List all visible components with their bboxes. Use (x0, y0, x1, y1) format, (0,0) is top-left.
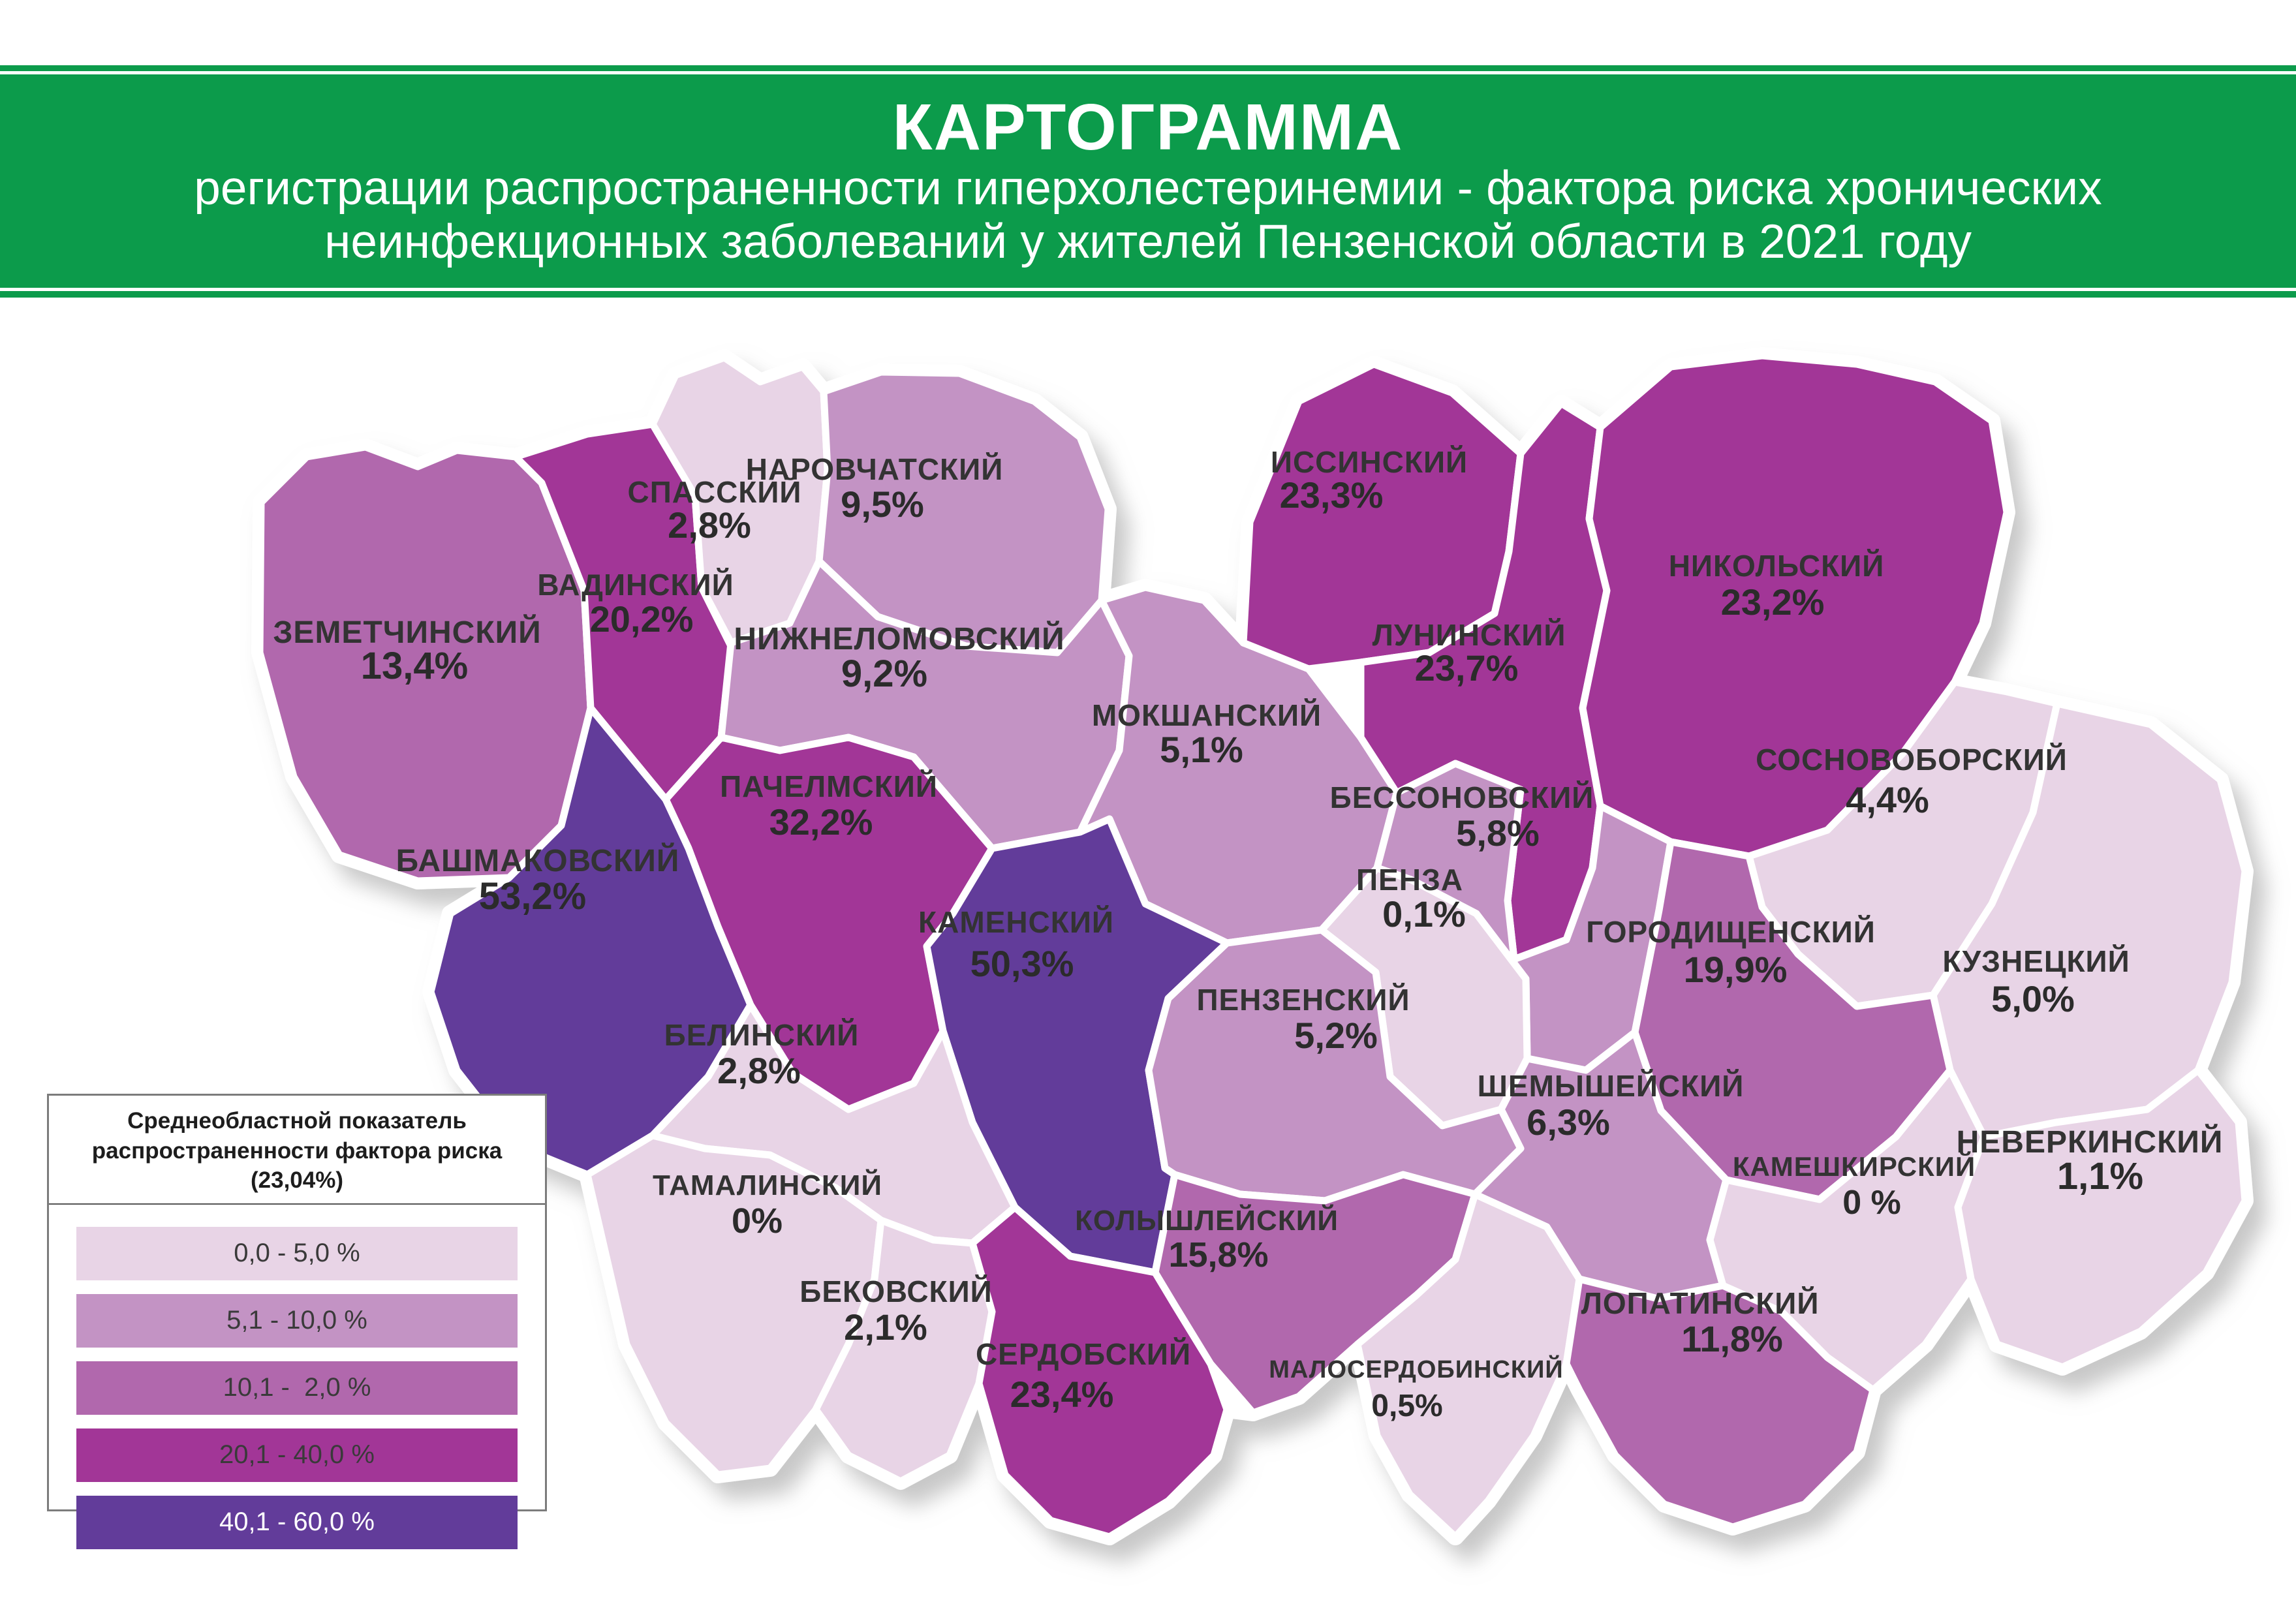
legend-title-line2: распространенности фактора риска (23,04%… (91, 1137, 503, 1194)
district-value-gorodishchensky: 19,9% (1684, 949, 1788, 990)
district-value-pachelmsky: 32,2% (769, 801, 873, 842)
district-label-narovchatsky: НАРОВЧАТСКИЙ (746, 452, 1004, 486)
district-value-shemysheysky: 6,3% (1527, 1102, 1610, 1143)
district-label-bashmakovsky: БАШМАКОВСКИЙ (396, 842, 680, 878)
district-label-nikolsky: НИКОЛЬСКИЙ (1669, 549, 1885, 583)
district-label-malserdobinsky: МАЛОСЕРДОБИНСКИЙ (1269, 1354, 1563, 1383)
district-label-zemetchinsky: ЗЕМЕТЧИНСКИЙ (273, 614, 541, 650)
map-legend: Среднеобластной показатель распространен… (47, 1094, 547, 1549)
page-subtitle-line2: неинфекционных заболеваний у жителей Пен… (324, 215, 1972, 268)
page-subtitle-line1: регистрации распространенности гиперхоле… (194, 162, 2102, 215)
district-value-penzensky: 5,2% (1294, 1015, 1378, 1056)
district-value-kolyshleysky: 15,8% (1168, 1235, 1268, 1274)
district-value-spassky: 2,8% (668, 504, 751, 546)
district-label-lopatinsky: ЛОПАТИНСКИЙ (1581, 1286, 1820, 1320)
district-value-lopatinsky: 11,8% (1681, 1318, 1783, 1359)
district-kameshkirsky[interactable] (1706, 1066, 1988, 1394)
district-label-kolyshleysky: КОЛЫШЛЕЙСКИЙ (1075, 1203, 1339, 1237)
district-value-kuznetsky: 5,0% (1991, 978, 2075, 1019)
district-value-sosnovoborsky: 4,4% (1846, 779, 1929, 820)
district-value-narovchatsky: 9,5% (841, 484, 924, 525)
district-value-zemetchinsky: 13,4% (361, 645, 468, 687)
district-value-tamalinsky: 0% (732, 1201, 783, 1241)
district-label-bekovsky: БЕКОВСКИЙ (799, 1274, 993, 1308)
district-value-penza: 0,1% (1382, 893, 1466, 934)
district-value-belinsky: 2,8% (717, 1050, 801, 1091)
district-value-mokshansky: 5,1% (1160, 729, 1243, 770)
district-value-serdobsky: 23,4% (1010, 1374, 1114, 1415)
page-title: КАРТОГРАММА (892, 91, 1404, 164)
legend-title: Среднеобластной показатель распространен… (49, 1096, 545, 1205)
district-value-luninsky: 23,7% (1415, 647, 1519, 688)
district-label-vadinsky: ВАДИНСКИЙ (537, 568, 734, 602)
district-bekovsky[interactable] (812, 1216, 996, 1485)
district-label-kamensky: КАМЕНСКИЙ (918, 905, 1114, 939)
district-value-nikolsky: 23,2% (1721, 581, 1825, 623)
district-label-mokshansky: МОКШАНСКИЙ (1092, 698, 1322, 732)
district-label-neverkinsky: НЕВЕРКИНСКИЙ (1957, 1124, 2224, 1160)
district-value-bekovsky: 2,1% (844, 1306, 927, 1348)
district-label-kuznetsky: КУЗНЕЦКИЙ (1942, 944, 2130, 978)
district-value-kameshkirsky: 0 % (1842, 1184, 1901, 1222)
district-label-belinsky: БЕЛИНСКИЙ (664, 1018, 860, 1052)
bottom-green-strip (0, 291, 2296, 298)
top-green-strip (0, 65, 2296, 71)
district-value-malserdobinsky: 0,5% (1371, 1389, 1442, 1423)
district-value-vadinsky: 20,2% (590, 598, 694, 640)
district-label-kameshkirsky: КАМЕШКИРСКИЙ (1733, 1150, 1976, 1182)
district-label-tamalinsky: ТАМАЛИНСКИЙ (653, 1168, 882, 1201)
district-label-luninsky: ЛУНИНСКИЙ (1373, 618, 1566, 652)
legend-item-5: 40,1 - 60,0 % (76, 1495, 518, 1549)
district-value-bashmakovsky: 53,2% (479, 875, 586, 918)
legend-item-3: 10,1 - 2,0 % (76, 1361, 518, 1415)
district-value-neverkinsky: 1,1% (2057, 1155, 2143, 1197)
district-label-sosnovoborsky: СОСНОВОБОРСКИЙ (1756, 743, 2068, 777)
district-label-nizhnelomovsky: НИЖНЕЛОМОВСКИЙ (734, 621, 1064, 656)
legend-item-4: 20,1 - 40,0 % (76, 1428, 518, 1482)
legend-title-line1: Среднеобластной показатель (127, 1108, 467, 1134)
legend-item-2: 5,1 - 10,0 % (76, 1293, 518, 1348)
district-label-penza: ПЕНЗА (1356, 863, 1463, 897)
district-value-issinsky: 23,3% (1280, 474, 1384, 516)
district-label-spassky: СПАССКИЙ (628, 475, 802, 509)
district-label-serdobsky: СЕРДОБСКИЙ (976, 1337, 1191, 1371)
district-label-bessonovsky: БЕССОНОВСКИЙ (1330, 780, 1594, 814)
district-value-bessonovsky: 5,8% (1456, 812, 1540, 854)
legend-bars: 0,0 - 5,0 % 5,1 - 10,0 % 10,1 - 2,0 % 20,1 … (49, 1205, 545, 1549)
header-banner: КАРТОГРАММА регистрации распространеннос… (0, 74, 2296, 288)
district-label-penzensky: ПЕНЗЕНСКИЙ (1196, 983, 1410, 1017)
district-label-pachelmsky: ПАЧЕЛМСКИЙ (720, 769, 938, 803)
district-label-shemysheysky: ШЕМЫШЕЙСКИЙ (1478, 1069, 1745, 1103)
district-label-issinsky: ИССИНСКИЙ (1271, 445, 1468, 479)
district-label-gorodishchensky: ГОРОДИЩЕНСКИЙ (1586, 915, 1876, 949)
district-value-nizhnelomovsky: 9,2% (841, 653, 927, 695)
legend-item-1: 0,0 - 5,0 % (76, 1226, 518, 1280)
district-value-kamensky: 50,3% (970, 943, 1074, 984)
district-neverkinsky[interactable] (1954, 1066, 2249, 1371)
